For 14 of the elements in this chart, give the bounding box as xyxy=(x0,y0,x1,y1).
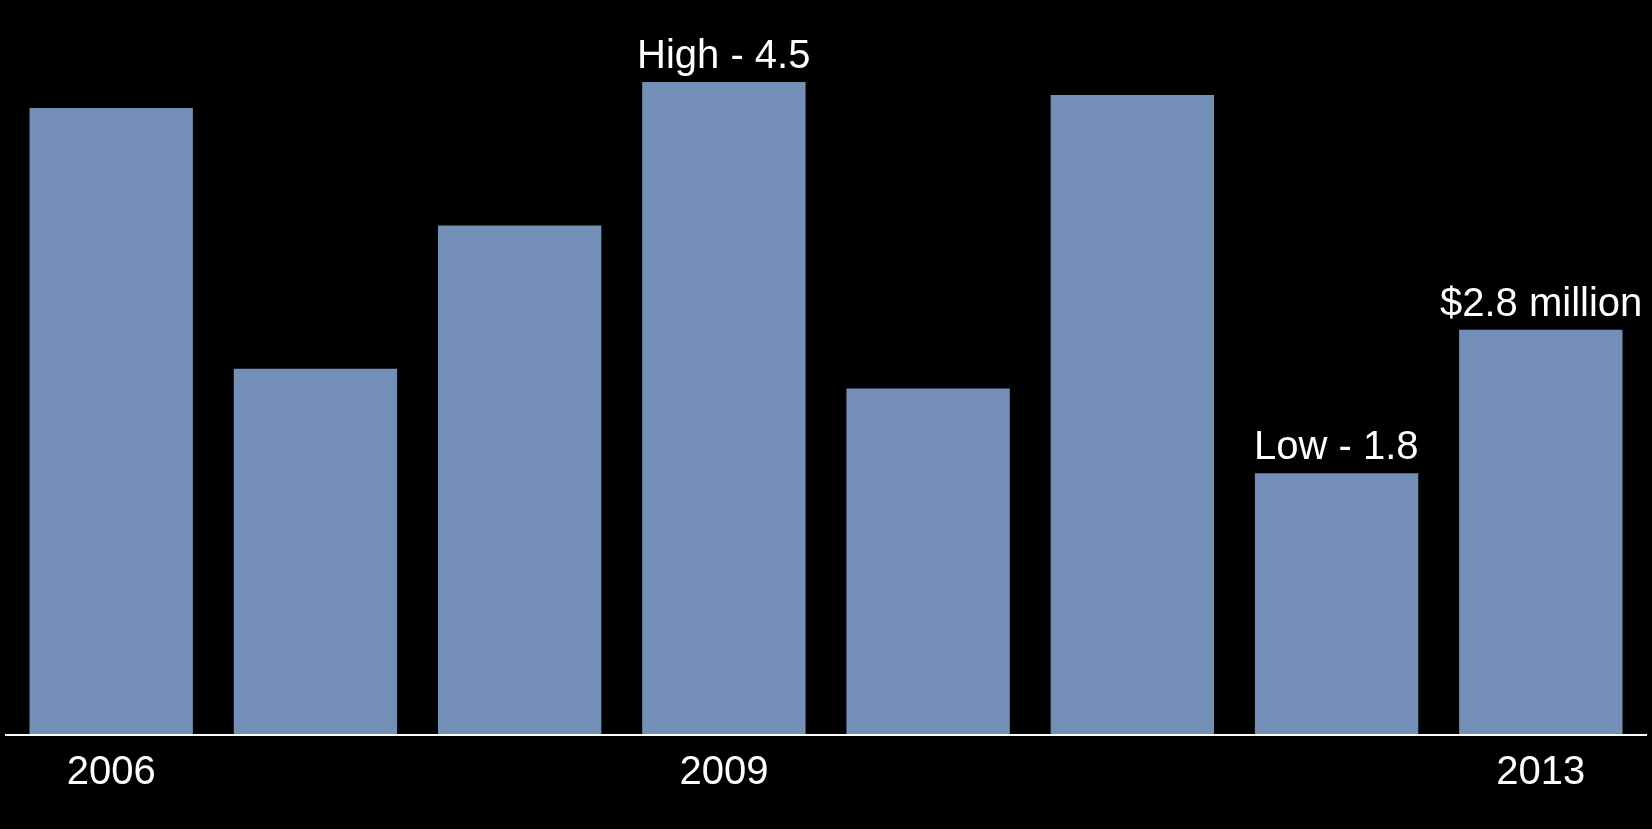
x-tick-label: 2006 xyxy=(66,747,156,792)
x-tick-label: 2013 xyxy=(1496,747,1586,792)
bar xyxy=(1459,329,1623,734)
bar xyxy=(1254,473,1419,734)
x-tick-label: 2009 xyxy=(679,747,769,792)
bar xyxy=(437,225,602,734)
annotation: Low - 1.8 xyxy=(1254,423,1419,467)
bar xyxy=(233,368,398,734)
bar xyxy=(1050,94,1215,734)
bar xyxy=(642,81,806,734)
annotation: High - 4.5 xyxy=(637,32,811,76)
bar xyxy=(846,388,1010,734)
bar xyxy=(29,108,193,734)
annotation: $2.8 million xyxy=(1440,280,1643,324)
